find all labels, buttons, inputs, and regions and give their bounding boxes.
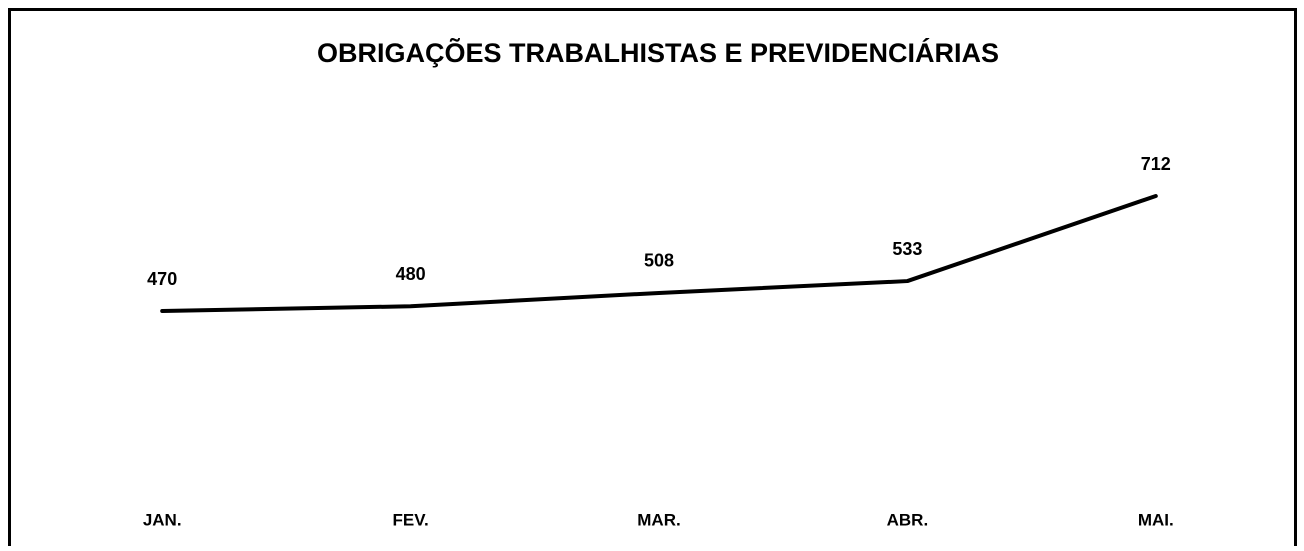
data-label: 533 [892,239,922,259]
x-tick-label: MAI. [1138,510,1174,529]
line [160,194,1158,313]
chart-title: OBRIGAÇÕES TRABALHISTAS E PREVIDENCIÁRIA… [317,37,999,68]
data-label: 508 [644,251,674,271]
x-tick-label: MAR. [637,510,680,529]
x-tick-label: ABR. [887,510,929,529]
data-label: 712 [1141,154,1171,174]
x-tick-label: FEV. [392,510,428,529]
data-label: 470 [147,269,177,289]
x-tick-label: JAN. [143,510,182,529]
data-label: 480 [396,264,426,284]
chart-frame [8,8,1297,546]
